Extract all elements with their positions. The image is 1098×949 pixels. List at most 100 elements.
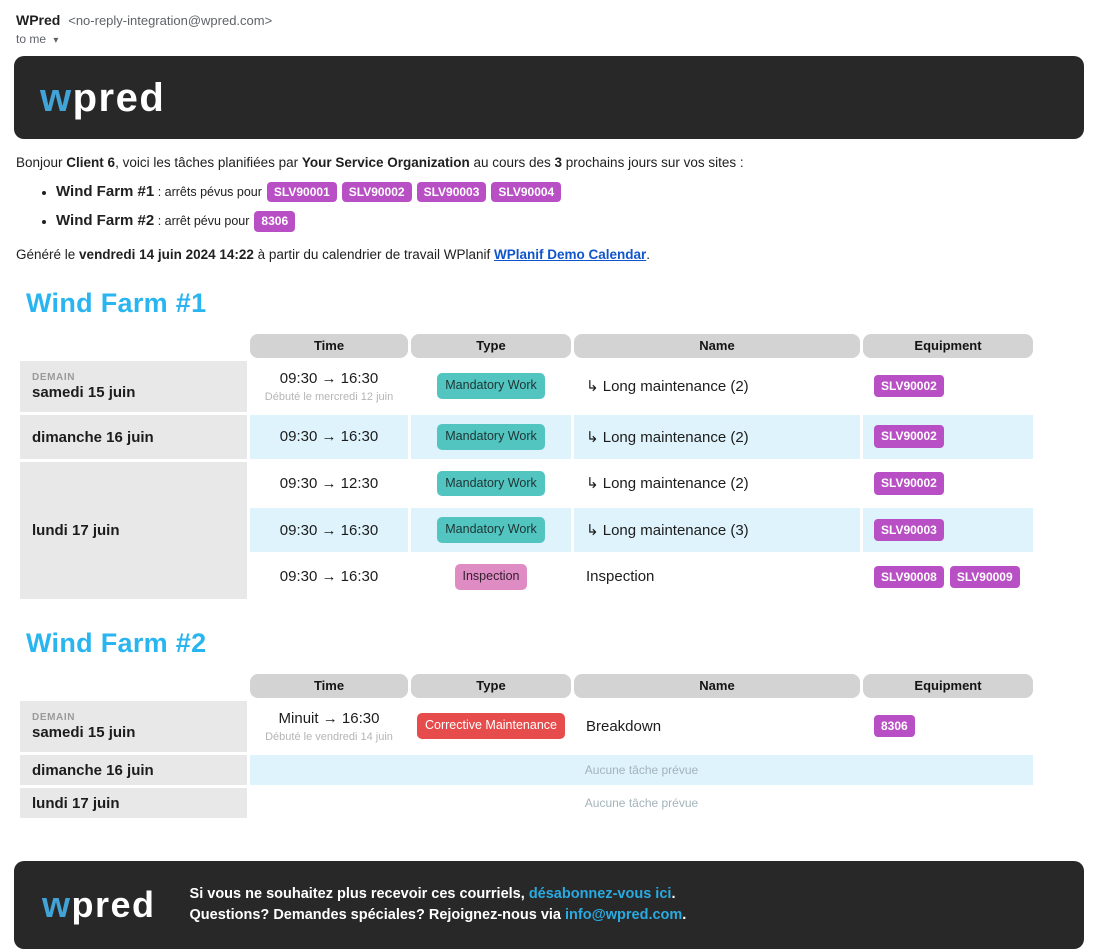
- farm-section: Wind Farm #1 Time Type Name Equipment DEMAIN s…: [0, 288, 1098, 602]
- day-date: dimanche 16 juin: [32, 428, 154, 446]
- generated-mid: à partir du calendrier de travail WPlani…: [253, 246, 494, 262]
- message-header: WPred <no-reply-integration@wpred.com> t…: [0, 0, 1098, 46]
- type-badge: Mandatory Work: [437, 423, 545, 450]
- equipment-cell: SLV90002: [863, 360, 1033, 412]
- footer-line-2: Questions? Demandes spéciales? Rejoignez…: [190, 905, 687, 926]
- column-header: Equipment: [863, 673, 1033, 698]
- task-name-cell: ↳ Long maintenance (2): [574, 414, 860, 459]
- intro-suffix: prochains jours sur vos sites :: [562, 155, 744, 170]
- client-name: Client 6: [66, 155, 116, 170]
- farm-title: Wind Farm #1: [26, 287, 207, 318]
- equipment-badge: SLV90002: [341, 182, 412, 203]
- generated-line: Généré le vendredi 14 juin 2024 14:22 à …: [16, 247, 1098, 262]
- equipment-cell: SLV90008 SLV90009: [863, 555, 1033, 599]
- chevron-down-icon: ▾: [53, 35, 59, 46]
- site-summary-list: Wind Farm #1 : arrêts pévus pour SLV90001…: [56, 182, 1098, 232]
- time-range: 09:30 → 16:30: [279, 521, 379, 539]
- generated-suffix: .: [646, 246, 651, 262]
- day-column-spacer: [20, 674, 247, 698]
- site-summary-item: Wind Farm #1 : arrêts pévus pour SLV90001…: [56, 182, 1098, 203]
- column-header: Time: [250, 673, 408, 698]
- task-name-cell: ↳ Long maintenance (2): [574, 360, 860, 412]
- wpred-footer-logo: wpred: [42, 883, 156, 925]
- type-badge: Mandatory Work: [437, 470, 545, 497]
- column-header: Name: [574, 333, 860, 358]
- equipment-cell: 8306: [863, 700, 1033, 752]
- farm-sections: Wind Farm #1 Time Type Name Equipment DEMAIN s…: [0, 288, 1098, 821]
- empty-task-cell: Aucune tâche prévue: [250, 787, 1033, 818]
- equipment-cell: SLV90002: [863, 414, 1033, 459]
- time-cell: 09:30 → 16:30: [250, 508, 408, 553]
- table-row: 09:30 → 16:30 Inspection Inspection SLV9000…: [20, 555, 1033, 599]
- sender-address: <no-reply-integration@wpred.com>: [68, 13, 273, 28]
- contact-email-link[interactable]: info@wpred.com: [565, 906, 683, 923]
- recipient-label: to me: [16, 32, 47, 46]
- column-header: Type: [411, 673, 571, 698]
- intro-prefix: Bonjour: [16, 155, 67, 170]
- logo-rest: pred: [71, 883, 156, 925]
- time-range: 09:30 → 16:30: [279, 428, 379, 446]
- footer-banner: wpred Si vous ne souhaitez plus recevoir…: [14, 860, 1084, 949]
- type-cell: Mandatory Work: [411, 461, 571, 506]
- logo-rest: pred: [72, 75, 166, 120]
- day-date: lundi 17 juin: [32, 522, 120, 540]
- task-name-cell: ↳ Long maintenance (2): [574, 461, 860, 506]
- table-row: lundi 17 juin 09:30 → 12:30 Mandatory Work…: [20, 461, 1033, 599]
- equipment-badge: SLV90002: [874, 425, 944, 448]
- table-row: DEMAIN samedi 15 juin 09:30 → 16:30 Débuté …: [20, 360, 1033, 412]
- sender-line: WPred <no-reply-integration@wpred.com>: [16, 12, 1098, 28]
- time-cell: Minuit → 16:30 Débuté le vendredi 14 juin: [250, 700, 408, 752]
- equipment-badge: SLV90009: [949, 565, 1020, 589]
- schedule-table: Time Type Name Equipment DEMAIN samedi 15 jui…: [17, 671, 1036, 821]
- equipment-cell: SLV90003: [863, 508, 1033, 553]
- site-summary-sep: :: [154, 214, 165, 229]
- sender-name: WPred: [16, 12, 61, 28]
- intro-mid1: , voici les tâches planifiées par: [115, 155, 302, 170]
- generated-prefix: Généré le: [16, 246, 80, 262]
- recipient-dropdown[interactable]: to me ▾: [16, 32, 1098, 46]
- equipment-badge: 8306: [254, 211, 296, 232]
- equipment-badge: SLV90008: [874, 565, 944, 589]
- site-summary-item: Wind Farm #2 : arrêt pévu pour 8306: [56, 211, 1098, 232]
- type-cell: Inspection: [411, 555, 571, 599]
- day-cell: lundi 17 juin: [20, 787, 247, 818]
- time-started-note: Débuté le mercredi 12 juin: [264, 390, 394, 403]
- column-header: Time: [250, 333, 408, 358]
- site-summary-text: arrêts pévus pour: [164, 185, 262, 199]
- time-cell: 09:30 → 16:30 Débuté le mercredi 12 juin: [250, 360, 408, 412]
- intro-paragraph: Bonjour Client 6, voici les tâches plani…: [16, 155, 1098, 170]
- type-badge: Mandatory Work: [437, 517, 545, 544]
- table-row: DEMAIN samedi 15 juin Minuit → 16:30 Débuté…: [20, 700, 1033, 752]
- day-tomorrow-label: DEMAIN: [32, 711, 76, 723]
- day-tomorrow-label: DEMAIN: [32, 371, 76, 383]
- type-badge: Mandatory Work: [437, 373, 545, 400]
- site-summary-sep: :: [154, 185, 165, 199]
- column-header: Name: [574, 673, 860, 698]
- time-cell: 09:30 → 12:30: [250, 461, 408, 506]
- time-cell: 09:30 → 16:30: [250, 414, 408, 459]
- footer-line-1: Si vous ne souhaitez plus recevoir ces c…: [190, 884, 687, 905]
- site-name: Wind Farm #2: [56, 212, 155, 230]
- organization-name: Your Service Organization: [301, 155, 470, 170]
- footer-text: Si vous ne souhaitez plus recevoir ces c…: [190, 884, 687, 926]
- table-row: dimanche 16 juin 09:30 → 16:30 Mandatory W…: [20, 414, 1033, 459]
- unsubscribe-link[interactable]: désabonnez-vous ici: [528, 885, 672, 902]
- header-banner: wpred: [14, 56, 1084, 139]
- day-date: samedi 15 juin: [32, 383, 136, 401]
- equipment-badge: SLV90001: [266, 182, 337, 203]
- type-cell: Mandatory Work: [411, 360, 571, 412]
- day-column-spacer: [20, 334, 247, 358]
- empty-task-cell: Aucune tâche prévue: [250, 754, 1033, 785]
- days-count: 3: [554, 155, 563, 170]
- farm-title: Wind Farm #2: [26, 627, 207, 658]
- calendar-link[interactable]: WPlanif Demo Calendar: [494, 246, 647, 262]
- type-cell: Mandatory Work: [411, 414, 571, 459]
- generated-datetime: vendredi 14 juin 2024 14:22: [79, 246, 254, 262]
- type-cell: Mandatory Work: [411, 508, 571, 553]
- column-header: Type: [411, 333, 571, 358]
- wpred-logo: wpred: [40, 78, 165, 118]
- task-name-cell: Breakdown: [574, 700, 860, 752]
- footer-line2-suffix: .: [682, 906, 687, 923]
- day-date: dimanche 16 juin: [32, 761, 154, 779]
- footer-line1-prefix: Si vous ne souhaitez plus recevoir ces c…: [189, 885, 529, 902]
